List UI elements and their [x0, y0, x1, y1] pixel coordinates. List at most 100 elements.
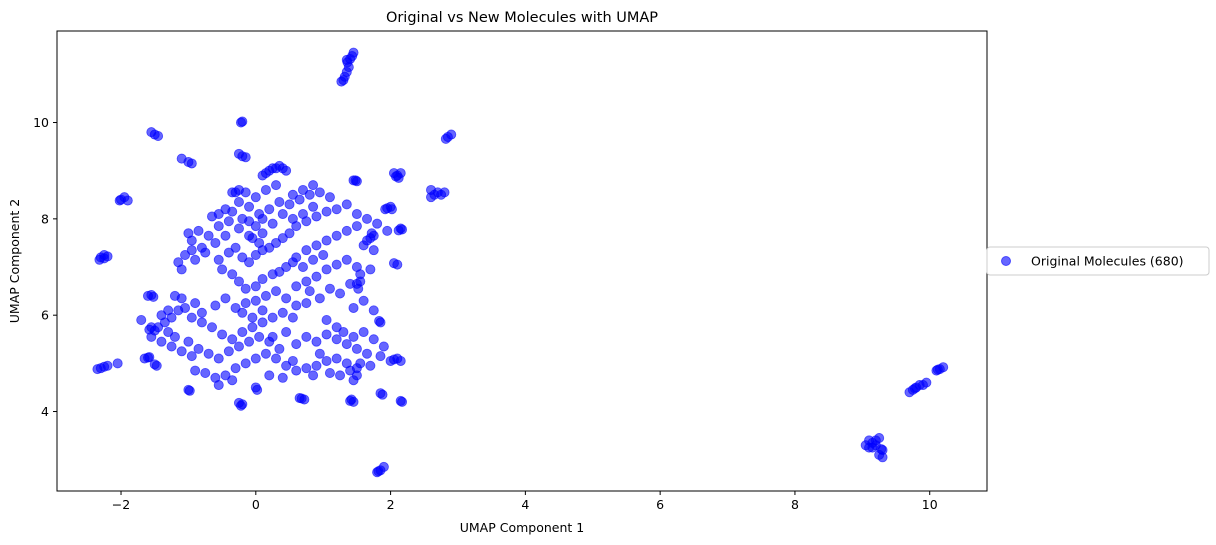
scatter-point	[291, 365, 302, 376]
scatter-point	[173, 257, 184, 268]
scatter-point	[200, 367, 211, 378]
scatter-point	[190, 365, 201, 376]
scatter-point	[324, 192, 335, 203]
scatter-point	[277, 209, 288, 220]
scatter-point	[163, 327, 174, 338]
y-axis: 4 6 8 10	[33, 115, 57, 419]
scatter-point	[374, 315, 385, 326]
scatter-point	[335, 370, 346, 381]
scatter-point	[331, 322, 342, 333]
scatter-point	[237, 307, 248, 318]
scatter-point	[217, 264, 228, 275]
scatter-point	[301, 276, 312, 287]
scatter-point	[244, 230, 255, 241]
scatter-point	[341, 54, 352, 65]
scatter-point	[392, 259, 403, 270]
scatter-point	[250, 353, 261, 364]
scatter-point	[321, 264, 332, 275]
scatter-point	[274, 266, 285, 277]
scatter-point	[314, 293, 325, 304]
scatter-point	[281, 327, 292, 338]
scatter-point	[291, 300, 302, 311]
scatter-point	[210, 300, 221, 311]
y-axis-label: UMAP Component 2	[7, 199, 22, 324]
scatter-point	[213, 209, 224, 220]
scatter-point	[112, 358, 123, 369]
scatter-point	[250, 281, 261, 292]
scatter-point	[331, 204, 342, 215]
scatter-point	[321, 235, 332, 246]
scatter-point	[260, 290, 271, 301]
scatter-point	[365, 360, 376, 371]
scatter-point	[166, 341, 177, 352]
scatter-point	[159, 317, 170, 328]
scatter-point	[324, 367, 335, 378]
scatter-point	[436, 189, 447, 200]
scatter-point	[358, 327, 369, 338]
scatter-point	[220, 230, 231, 241]
y-tick-label: 4	[41, 404, 49, 419]
scatter-point	[304, 286, 315, 297]
x-tick-label: 4	[521, 497, 529, 512]
scatter-point	[397, 396, 408, 407]
scatter-point	[294, 194, 305, 205]
scatter-point	[390, 171, 401, 182]
points-layer	[92, 47, 949, 478]
scatter-point	[264, 242, 275, 253]
scatter-point	[311, 271, 322, 282]
scatter-point	[237, 252, 248, 263]
scatter-point	[291, 252, 302, 263]
scatter-point	[348, 331, 359, 342]
scatter-point	[287, 355, 298, 366]
scatter-point	[358, 295, 369, 306]
scatter-point	[196, 307, 207, 318]
scatter-point	[240, 358, 251, 369]
scatter-point	[213, 353, 224, 364]
y-tick-label: 6	[41, 308, 49, 323]
scatter-point	[341, 254, 352, 265]
scatter-point	[156, 336, 167, 347]
scatter-point	[153, 131, 164, 142]
scatter-point	[373, 466, 384, 477]
x-axis: −2 0 2 4 6 8 10	[112, 491, 938, 512]
legend-marker	[1001, 256, 1011, 266]
scatter-point	[206, 322, 217, 333]
scatter-point	[284, 199, 295, 210]
scatter-point	[244, 201, 255, 212]
scatter-point	[223, 247, 234, 258]
scatter-point	[877, 452, 888, 463]
scatter-point	[235, 400, 246, 411]
scatter-point	[144, 352, 155, 363]
scatter-point	[311, 336, 322, 347]
scatter-point	[257, 274, 268, 285]
scatter-point	[346, 394, 357, 405]
scatter-point	[368, 305, 379, 316]
scatter-point	[213, 221, 224, 232]
scatter-point	[196, 317, 207, 328]
scatter-point	[331, 353, 342, 364]
scatter-point	[102, 360, 113, 371]
scatter-point	[213, 254, 224, 265]
scatter-point	[210, 237, 221, 248]
scatter-point	[297, 184, 308, 195]
x-tick-label: 6	[656, 497, 664, 512]
scatter-point	[386, 204, 397, 215]
scatter-point	[368, 334, 379, 345]
scatter-point	[153, 322, 164, 333]
scatter-point	[271, 353, 282, 364]
scatter-point	[180, 302, 191, 313]
scatter-point	[264, 204, 275, 215]
legend-label: Original Molecules (680)	[1031, 254, 1184, 269]
scatter-point	[291, 281, 302, 292]
scatter-point	[220, 293, 231, 304]
scatter-point	[281, 165, 292, 176]
scatter-point	[136, 315, 147, 326]
scatter-point	[227, 334, 238, 345]
scatter-point	[257, 213, 268, 224]
scatter-point	[223, 216, 234, 227]
scatter-point	[331, 259, 342, 270]
scatter-point	[314, 187, 325, 198]
scatter-point	[146, 331, 157, 342]
scatter-point	[308, 180, 319, 191]
